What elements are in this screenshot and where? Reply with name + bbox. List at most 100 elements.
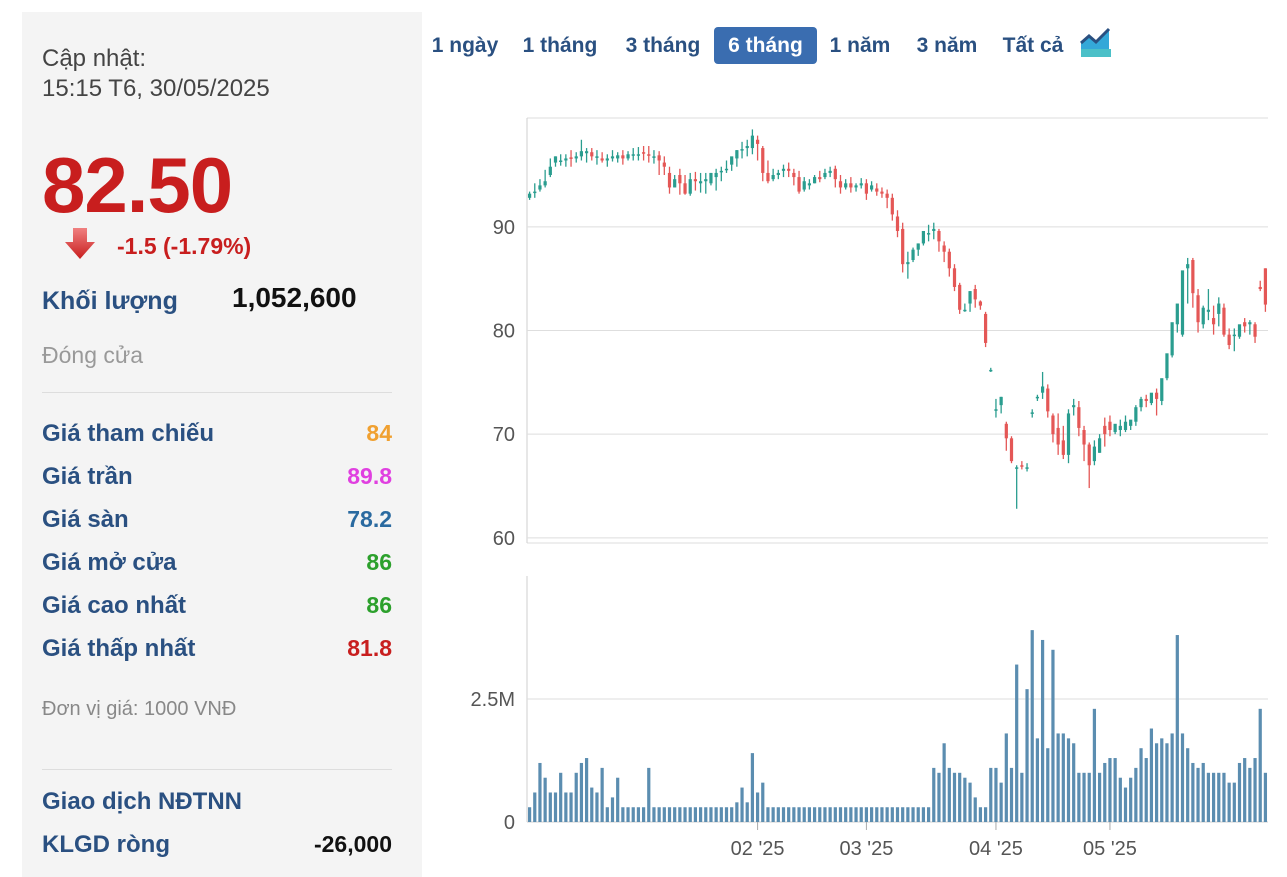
candle-body [662, 162, 666, 167]
candle-body [776, 172, 780, 176]
candle-body [781, 168, 786, 171]
candle-body [1025, 467, 1029, 469]
candle-body [1196, 295, 1200, 323]
volume-bar [1263, 772, 1268, 822]
time-tick-label: 03 '25 [839, 838, 893, 860]
candle-body [766, 172, 770, 182]
candle-body [1066, 413, 1071, 455]
stat-row-low: Giá thấp nhất 81.8 [42, 635, 392, 669]
volume-bar [1087, 772, 1091, 822]
volume-bar [559, 772, 563, 822]
volume-bar [859, 807, 863, 822]
range-6-months[interactable]: 6 tháng [714, 27, 817, 64]
candle-body [1077, 407, 1081, 428]
candle-body [1175, 303, 1179, 325]
candle-body [548, 166, 552, 176]
candle-body [1004, 423, 1008, 439]
market-status: Đóng cửa [42, 342, 144, 368]
candle-body [735, 150, 739, 159]
update-info: Cập nhật: 15:15 T6, 30/05/2025 [42, 44, 270, 104]
volume-bar [730, 807, 734, 822]
update-time: 15:15 T6, 30/05/2025 [42, 75, 270, 102]
volume-bar [667, 807, 672, 822]
volume-bar [693, 807, 698, 822]
stat-value: 84 [366, 420, 392, 446]
range-3-months[interactable]: 3 tháng [625, 34, 701, 57]
candle-body [932, 228, 936, 231]
candle-body [1051, 415, 1055, 435]
volume-bar [812, 807, 817, 822]
divider [42, 769, 392, 770]
candle-body [885, 193, 889, 198]
stat-label: Giá mở cửa [42, 549, 177, 576]
volume-bar [1160, 738, 1164, 822]
divider [42, 392, 392, 393]
candle-body [533, 191, 537, 194]
range-3-years[interactable]: 3 năm [916, 34, 978, 57]
volume-bar [735, 802, 739, 822]
candle-body [916, 243, 920, 250]
volume-bar [901, 807, 905, 822]
volume-bar [921, 807, 926, 822]
volume-bar [838, 807, 843, 822]
candle-body [584, 151, 589, 154]
volume-bar [1206, 772, 1211, 822]
volume-bar [1248, 767, 1252, 822]
candle-body [1056, 427, 1060, 445]
volume-bar [1237, 762, 1242, 822]
candle-body [569, 157, 573, 159]
candle-body [564, 158, 568, 161]
range-1-year[interactable]: 1 năm [829, 34, 891, 57]
volume-bar [761, 782, 765, 822]
candle-body [1243, 322, 1247, 327]
candle-body [1035, 396, 1040, 399]
volume-bar [574, 772, 578, 822]
volume-bar [844, 807, 848, 822]
volume-bar [1134, 767, 1138, 822]
candle-body [968, 291, 972, 304]
candle-body [1165, 353, 1169, 379]
volume-bar [1061, 733, 1065, 822]
candle-body [859, 183, 863, 186]
candle-body [854, 185, 858, 188]
candle-body [787, 168, 791, 171]
volume-bar [1232, 782, 1236, 822]
volume-bar [818, 807, 822, 822]
volume-bar [678, 807, 682, 822]
volume-bar [553, 792, 558, 822]
volume-bar [740, 787, 744, 822]
stat-value: 86 [366, 592, 392, 618]
range-1-day[interactable]: 1 ngày [431, 34, 499, 57]
volume-bar [652, 807, 656, 822]
candle-body [678, 175, 682, 184]
candle-body [1149, 392, 1154, 404]
candle-body [963, 309, 967, 312]
candle-body [1113, 423, 1117, 433]
volume-bar [579, 762, 584, 822]
volume-bar [1108, 758, 1112, 822]
volume-bar [527, 807, 532, 822]
candle-body [812, 177, 817, 184]
volume-bar [823, 807, 827, 822]
candle-body [1040, 386, 1045, 393]
candle-body [579, 151, 584, 157]
volume-bar [1025, 689, 1029, 822]
volume-bar [1082, 772, 1086, 822]
area-chart-icon[interactable] [1080, 27, 1112, 57]
volume-bar [657, 807, 661, 822]
range-1-month[interactable]: 1 tháng [522, 34, 598, 57]
candle-body [828, 170, 832, 173]
candle-body [652, 156, 656, 158]
candle-body [875, 188, 879, 192]
candle-body [942, 245, 946, 252]
candle-body [636, 154, 641, 156]
candle-body [647, 154, 651, 156]
candle-body [610, 156, 615, 159]
volume-bar [569, 792, 573, 822]
net-volume-label: KLGD ròng [42, 831, 170, 858]
candle-body [844, 183, 848, 188]
range-all[interactable]: Tất cả [1002, 34, 1064, 57]
volume-bar [584, 758, 589, 822]
candle-body [553, 156, 558, 163]
volume-bar [1180, 733, 1185, 822]
